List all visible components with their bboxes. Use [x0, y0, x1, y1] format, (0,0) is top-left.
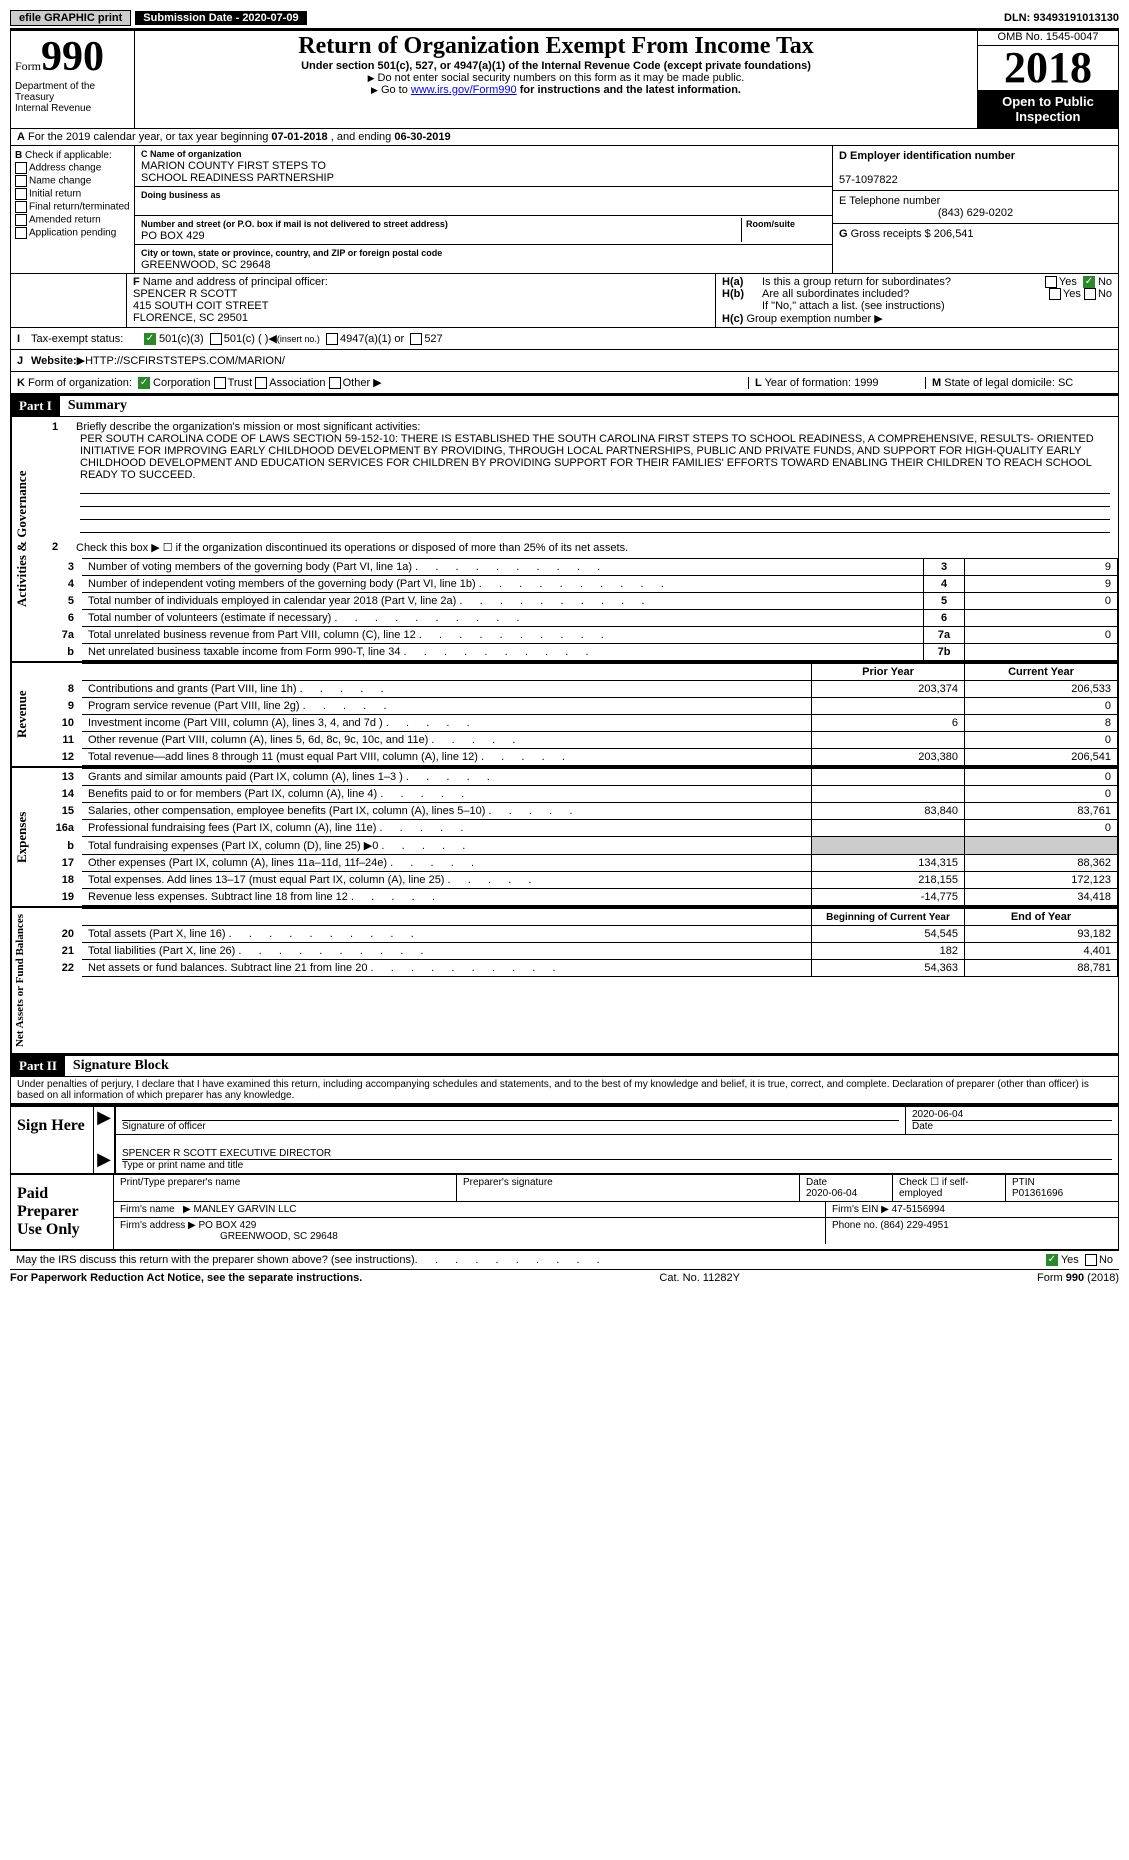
section-g: G Gross receipts $ 206,541	[833, 224, 1118, 244]
section-b: B Check if applicable: Address change Na…	[11, 146, 135, 273]
section-a-to-m: A For the 2019 calendar year, or tax yea…	[10, 129, 1119, 394]
ssn-note: Do not enter social security numbers on …	[139, 72, 973, 84]
city: GREENWOOD, SC 29648	[141, 259, 271, 271]
part2-header: Part II Signature Block	[10, 1054, 1119, 1077]
chk-address[interactable]	[15, 162, 27, 174]
form-header: Form990 Department of the Treasury Inter…	[10, 28, 1119, 129]
revenue-table: Prior YearCurrent Year8Contributions and…	[44, 663, 1118, 766]
paid-preparer-label: Paid Preparer Use Only	[11, 1175, 114, 1249]
sign-here-label: Sign Here	[11, 1107, 94, 1173]
gross-receipts: 206,541	[934, 228, 974, 240]
form-title: Return of Organization Exempt From Incom…	[139, 33, 973, 60]
line-2: 2Check this box ▶ ☐ if the organization …	[44, 537, 1118, 558]
section-l: L Year of formation: 1999	[748, 377, 925, 389]
sign-here-block: Sign Here ▶▶ Signature of officer 2020-0…	[10, 1104, 1119, 1174]
website-url: HTTP://SCFIRSTSTEPS.COM/MARION/	[85, 355, 285, 367]
expenses-table: 13Grants and similar amounts paid (Part …	[44, 768, 1118, 906]
paid-preparer-block: Paid Preparer Use Only Print/Type prepar…	[10, 1174, 1119, 1250]
chk-initial[interactable]	[15, 188, 27, 200]
chk-amended[interactable]	[15, 214, 27, 226]
tab-expenses: Expenses	[11, 768, 44, 906]
chk-ha-yes[interactable]	[1045, 276, 1057, 288]
chk-527[interactable]	[410, 333, 422, 345]
efile-button[interactable]: efile GRAPHIC print	[10, 10, 131, 26]
form-number: Form990	[15, 33, 130, 81]
org-name-1: MARION COUNTY FIRST STEPS TO	[141, 160, 326, 172]
tab-activities: Activities & Governance	[11, 417, 44, 661]
chk-corp[interactable]: ✓	[138, 377, 150, 389]
chk-ha-no[interactable]: ✓	[1083, 276, 1095, 288]
section-f: F Name and address of principal officer:…	[127, 274, 716, 327]
chk-501c3[interactable]: ✓	[144, 333, 156, 345]
section-j: J Website: ▶ HTTP://SCFIRSTSTEPS.COM/MAR…	[11, 349, 1118, 371]
submission-date: Submission Date - 2020-07-09	[135, 11, 306, 25]
footer: For Paperwork Reduction Act Notice, see …	[10, 1269, 1119, 1286]
chk-discuss-no[interactable]	[1085, 1254, 1097, 1266]
section-i: I Tax-exempt status: ✓501(c)(3) 501(c) (…	[11, 327, 1118, 349]
section-k: K Form of organization: ✓Corporation Tru…	[17, 376, 748, 389]
org-name-2: SCHOOL READINESS PARTNERSHIP	[141, 172, 334, 184]
chk-hb-no[interactable]	[1084, 288, 1096, 300]
dln: DLN: 93493191013130	[1004, 12, 1119, 24]
chk-discuss-yes[interactable]: ✓	[1046, 1254, 1058, 1266]
section-c: C Name of organization MARION COUNTY FIR…	[135, 146, 833, 273]
chk-hb-yes[interactable]	[1049, 288, 1061, 300]
chk-501c[interactable]	[210, 333, 222, 345]
street: PO BOX 429	[141, 230, 205, 242]
section-h: H(a)Is this a group return for subordina…	[716, 274, 1118, 327]
part1-header: Part I Summary	[10, 394, 1119, 417]
perjury-text: Under penalties of perjury, I declare th…	[10, 1077, 1119, 1104]
chk-other[interactable]	[329, 377, 341, 389]
mission-text: PER SOUTH CAROLINA CODE OF LAWS SECTION …	[80, 433, 1110, 481]
open-to-public: Open to Public Inspection	[978, 90, 1118, 128]
dept-treasury: Department of the Treasury	[15, 81, 130, 103]
section-d: D Employer identification number 57-1097…	[833, 146, 1118, 191]
net-assets-table: Beginning of Current YearEnd of Year20To…	[44, 908, 1118, 977]
may-irs-row: May the IRS discuss this return with the…	[10, 1250, 1119, 1269]
chk-4947[interactable]	[326, 333, 338, 345]
section-m: M State of legal domicile: SC	[925, 377, 1112, 389]
chk-name[interactable]	[15, 175, 27, 187]
phone: (843) 629-0202	[839, 207, 1112, 219]
ein: 57-1097822	[839, 174, 898, 186]
top-bar: efile GRAPHIC print Submission Date - 20…	[10, 10, 1119, 26]
goto-note: Go to www.irs.gov/Form990 for instructio…	[139, 84, 973, 96]
tab-revenue: Revenue	[11, 663, 44, 766]
tax-year: 2018	[978, 46, 1118, 90]
chk-assoc[interactable]	[255, 377, 267, 389]
dept-irs: Internal Revenue	[15, 103, 130, 114]
form-subtitle: Under section 501(c), 527, or 4947(a)(1)…	[139, 60, 973, 72]
line-1: 1Briefly describe the organization's mis…	[44, 417, 1118, 537]
irs-link[interactable]: www.irs.gov/Form990	[411, 84, 517, 96]
chk-app[interactable]	[15, 227, 27, 239]
chk-final[interactable]	[15, 201, 27, 213]
period-row: A For the 2019 calendar year, or tax yea…	[11, 129, 1118, 146]
governance-table: 3Number of voting members of the governi…	[44, 558, 1118, 661]
section-e: E Telephone number (843) 629-0202	[833, 191, 1118, 224]
chk-trust[interactable]	[214, 377, 226, 389]
tab-net-assets: Net Assets or Fund Balances	[11, 908, 44, 1053]
